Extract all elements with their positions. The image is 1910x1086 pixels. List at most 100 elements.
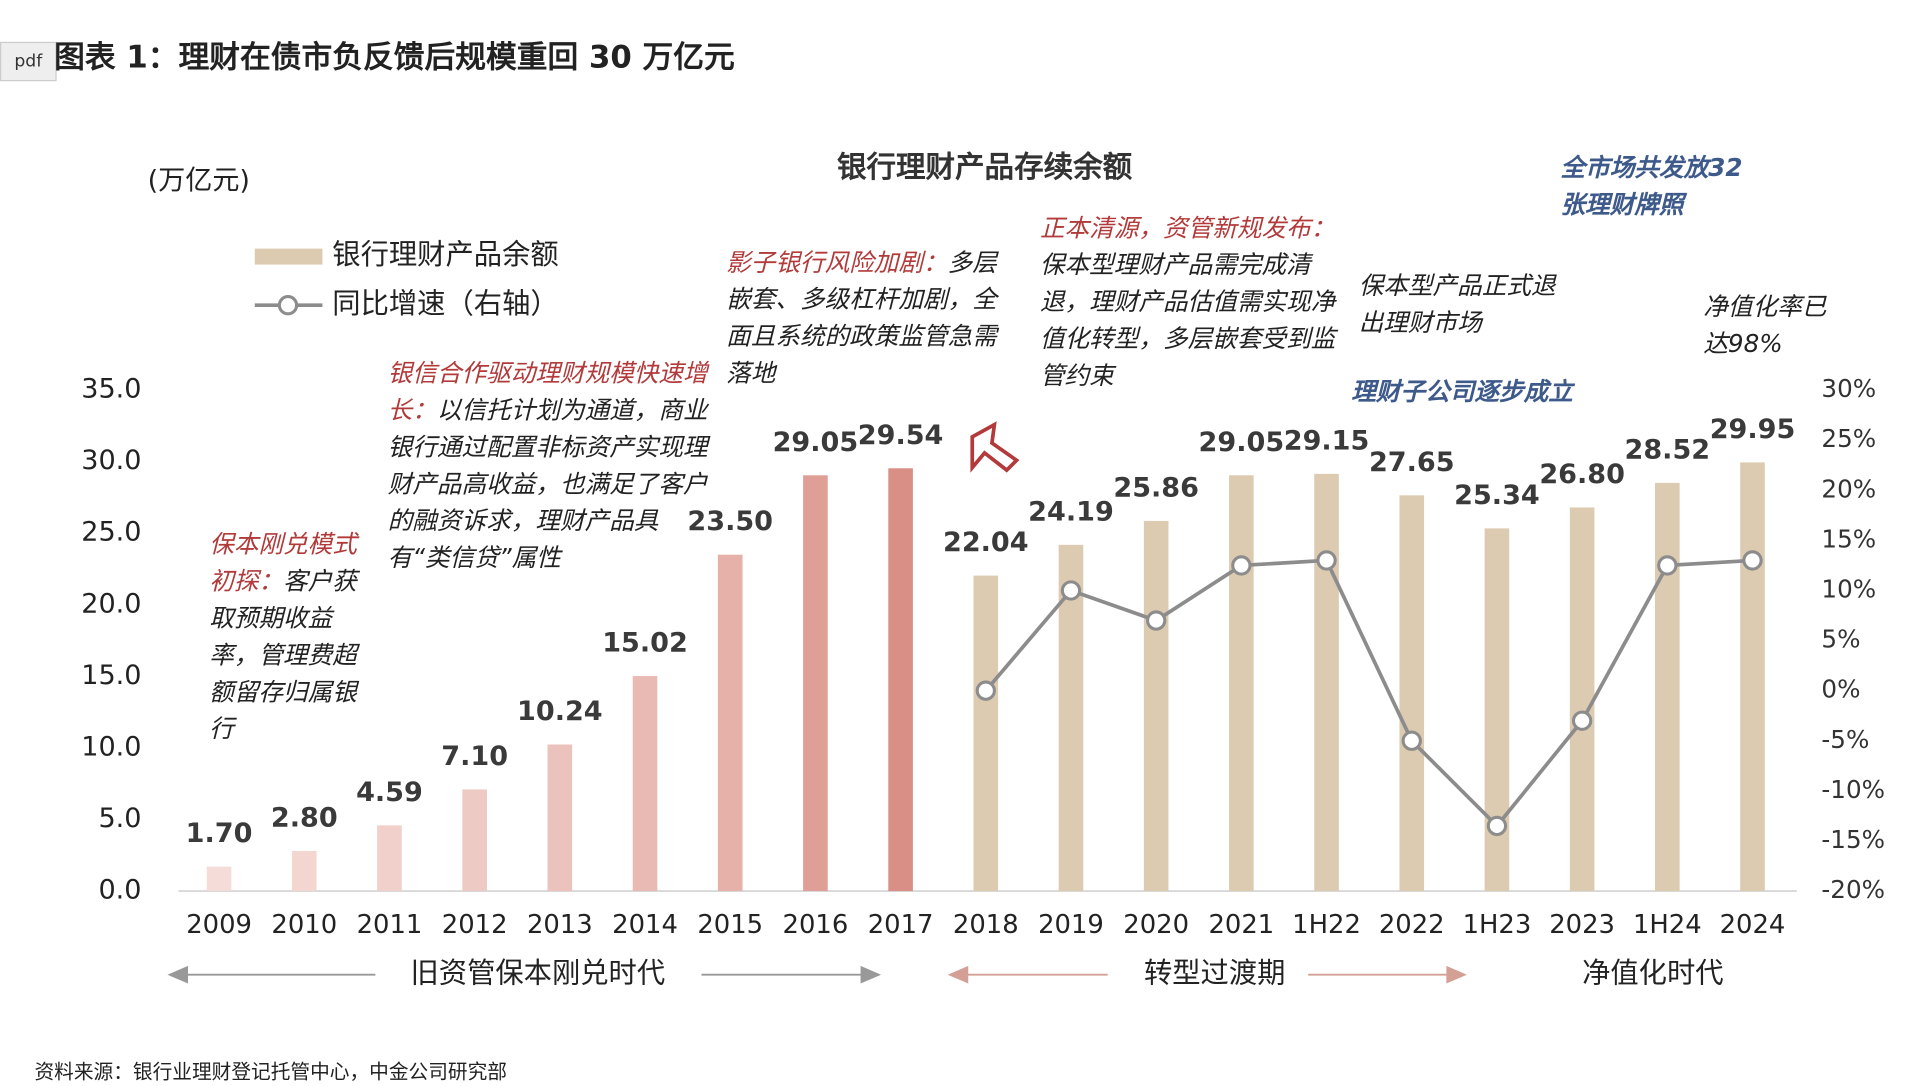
x-tick-label: 1H24 bbox=[1633, 910, 1702, 940]
y-tick-label: 15.0 bbox=[81, 660, 141, 691]
data-label: 2.80 bbox=[271, 802, 338, 833]
line-marker bbox=[1060, 580, 1082, 601]
annotation-heading: 保本刚兑模式初探： bbox=[209, 529, 357, 596]
annotation: 净值化率已达98% bbox=[1703, 288, 1826, 362]
data-label: 28.52 bbox=[1625, 434, 1711, 465]
bar bbox=[547, 744, 573, 892]
bar bbox=[206, 866, 232, 892]
line-marker bbox=[1657, 555, 1678, 576]
x-tick-label: 2012 bbox=[442, 910, 508, 940]
annotation-heading: 影子银行风险加剧： bbox=[726, 247, 948, 277]
annotation-body: 多层嵌套、多级杠杆加剧，全面且系统的政策监管急需落地 bbox=[726, 247, 997, 388]
x-tick-label: 2018 bbox=[953, 910, 1019, 940]
x-tick-label: 2013 bbox=[527, 910, 593, 940]
annotation: 保本刚兑模式初探：客户获取预期收益率，管理费超额留存归属银行 bbox=[209, 526, 363, 748]
bar bbox=[632, 676, 658, 892]
y2-tick-label: -10% bbox=[1821, 775, 1885, 804]
y2-tick-label: 25% bbox=[1821, 424, 1876, 453]
bar bbox=[1740, 462, 1765, 892]
x-tick-label: 2016 bbox=[783, 910, 849, 940]
data-label: 29.95 bbox=[1710, 414, 1796, 445]
x-tick-label: 2015 bbox=[697, 910, 763, 940]
data-label: 29.05 bbox=[773, 427, 859, 458]
period-label: 净值化时代 bbox=[1582, 957, 1724, 990]
y2-tick-label: -15% bbox=[1821, 825, 1885, 854]
annotation-body: 理财子公司逐步成立 bbox=[1351, 376, 1573, 407]
x-tick-label: 2009 bbox=[186, 910, 252, 940]
data-label: 26.80 bbox=[1539, 459, 1625, 490]
y2-tick-label: -20% bbox=[1821, 875, 1885, 904]
annotation-body: 全市场共发放32张理财牌照 bbox=[1560, 152, 1743, 220]
annotation-body: 以信托计划为通道，商业银行通过配置非标资产实现理财产品高收益，也满足了客户的融资… bbox=[387, 395, 708, 573]
annotation: 银信合作驱动理财规模快速增长：以信托计划为通道，商业银行通过配置非标资产实现理财… bbox=[388, 354, 710, 576]
annotation: 理财子公司逐步成立 bbox=[1351, 373, 1634, 410]
y-tick-label: 25.0 bbox=[81, 517, 141, 548]
y2-tick-label: 15% bbox=[1821, 524, 1876, 553]
annotation-body: 保本型产品正式退出理财市场 bbox=[1358, 270, 1556, 338]
bar bbox=[1484, 528, 1510, 892]
x-tick-label: 2017 bbox=[868, 910, 934, 940]
annotation: 正本清源，资管新规发布： 保本型理财产品需完成清退，理财产品估值需实现净值化转型，… bbox=[1040, 209, 1335, 394]
y2-tick-label: 0% bbox=[1821, 675, 1860, 704]
legend-swatch bbox=[254, 248, 323, 265]
x-tick-label: 2020 bbox=[1123, 910, 1189, 940]
bar bbox=[1569, 507, 1595, 892]
y2-tick-label: -5% bbox=[1821, 725, 1869, 754]
y2-tick-label: 20% bbox=[1821, 474, 1876, 503]
y-tick-label: 30.0 bbox=[81, 445, 141, 476]
bar bbox=[291, 850, 317, 892]
data-label: 25.34 bbox=[1454, 480, 1540, 511]
bar bbox=[1314, 473, 1339, 892]
bar bbox=[803, 475, 828, 892]
legend-label: 银行理财产品余额 bbox=[332, 238, 558, 271]
line-marker bbox=[1742, 550, 1763, 571]
data-label: 29.05 bbox=[1199, 427, 1285, 458]
annotation-body: 保本型理财产品需完成清退，理财产品估值需实现净值化转型，多层嵌套受到监管约束 bbox=[1039, 249, 1336, 391]
line-marker bbox=[1146, 610, 1167, 631]
data-label: 1.70 bbox=[186, 818, 253, 849]
annotation-body: 客户获取预期收益率，管理费超额留存归属银行 bbox=[209, 566, 357, 744]
y-tick-label: 10.0 bbox=[81, 731, 141, 762]
data-label: 23.50 bbox=[687, 506, 773, 537]
line-marker bbox=[1486, 815, 1508, 837]
data-label: 25.86 bbox=[1113, 472, 1199, 503]
chart-title: 银行理财产品存续余额 bbox=[837, 150, 1133, 184]
y-tick-label: 0.0 bbox=[98, 875, 141, 906]
x-tick-label: 1H22 bbox=[1292, 910, 1361, 940]
bar bbox=[888, 468, 913, 892]
line bbox=[984, 558, 1753, 829]
x-tick-label: 2011 bbox=[357, 910, 423, 940]
bar bbox=[1229, 475, 1254, 892]
period-label: 旧资管保本刚兑时代 bbox=[410, 957, 665, 990]
pdf-button[interactable]: pdf bbox=[0, 41, 57, 82]
annotation: 保本型产品正式退出理财市场 bbox=[1359, 267, 1568, 341]
y-tick-label: 20.0 bbox=[81, 588, 141, 619]
data-label: 27.65 bbox=[1369, 447, 1455, 478]
bar bbox=[973, 575, 999, 892]
y2-tick-label: 5% bbox=[1821, 625, 1860, 654]
y-axis-label: (万亿元) bbox=[148, 166, 250, 197]
line-marker bbox=[1316, 550, 1337, 571]
x-tick-label: 2023 bbox=[1549, 910, 1615, 940]
line-marker bbox=[1401, 730, 1422, 751]
bar bbox=[377, 825, 402, 892]
annotation: 影子银行风险加剧：多层嵌套、多级杠杆加剧，全面且系统的政策监管急需落地 bbox=[726, 244, 999, 392]
data-label: 22.04 bbox=[943, 527, 1029, 558]
bar bbox=[1655, 482, 1680, 892]
bar bbox=[717, 554, 743, 892]
source: 资料来源：银行业理财登记托管中心，中金公司研究部 bbox=[34, 1061, 507, 1084]
x-tick-label: 2019 bbox=[1038, 910, 1104, 940]
y-tick-label: 5.0 bbox=[98, 803, 141, 834]
y-tick-label: 35.0 bbox=[81, 374, 141, 405]
data-label: 10.24 bbox=[517, 696, 603, 727]
legend-label: 同比增速（右轴） bbox=[332, 287, 558, 320]
arrow-icon bbox=[970, 421, 1020, 473]
x-tick-label: 2010 bbox=[271, 910, 337, 940]
line-marker bbox=[1231, 555, 1252, 576]
y2-tick-label: 10% bbox=[1821, 574, 1876, 603]
period-arrows bbox=[947, 965, 1467, 984]
data-label: 4.59 bbox=[356, 777, 423, 808]
annotation: 全市场共发放32张理财牌照 bbox=[1561, 149, 1758, 223]
period-label: 转型过渡期 bbox=[1144, 957, 1286, 990]
